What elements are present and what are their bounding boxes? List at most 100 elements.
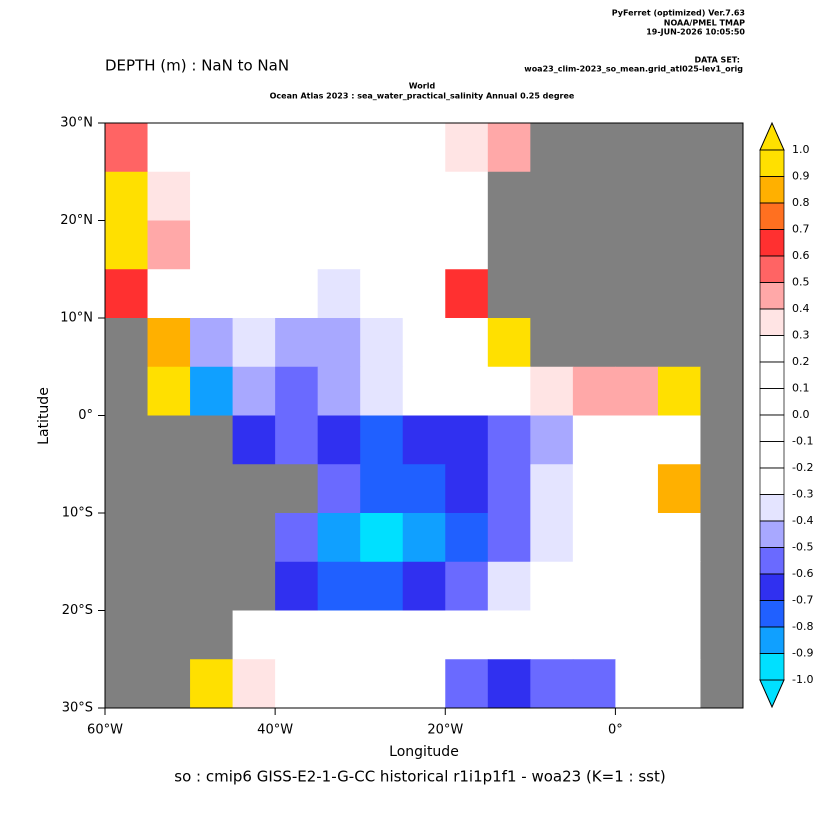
- land: [700, 464, 744, 514]
- land: [530, 269, 574, 319]
- cell: [530, 464, 574, 514]
- cell: [657, 610, 701, 660]
- cell: [317, 659, 361, 709]
- y-tick-label: 10°N: [60, 311, 93, 326]
- header-line: PyFerret (optimized) Ver.7.63: [612, 9, 745, 18]
- cell: [232, 318, 276, 368]
- land: [572, 123, 616, 173]
- chart-subtitle: Ocean Atlas 2023 : sea_water_practical_s…: [270, 92, 575, 101]
- cell: [445, 318, 489, 368]
- colorbar-label: 0.0: [792, 408, 810, 421]
- colorbar-bin: [759, 202, 785, 230]
- cell: [487, 513, 531, 563]
- cell: [615, 513, 659, 563]
- cell: [572, 659, 616, 709]
- cell: [190, 318, 234, 368]
- colorbar-bin: [759, 388, 785, 416]
- land: [572, 220, 616, 270]
- y-tick-label: 30°S: [62, 701, 93, 716]
- land: [657, 269, 701, 319]
- land: [105, 513, 149, 563]
- cell: [232, 610, 276, 660]
- cell: [445, 464, 489, 514]
- cell: [530, 659, 574, 709]
- cell: [232, 171, 276, 221]
- cell: [147, 171, 191, 221]
- colorbar-label: -0.2: [792, 461, 813, 474]
- cell: [360, 415, 404, 465]
- land: [232, 513, 276, 563]
- land: [530, 318, 574, 368]
- cell: [657, 561, 701, 611]
- cell: [147, 366, 191, 416]
- land: [615, 123, 659, 173]
- colorbar-label: 0.1: [792, 382, 810, 395]
- land: [530, 171, 574, 221]
- cell: [275, 610, 319, 660]
- cell: [317, 415, 361, 465]
- colorbar-bin: [759, 229, 785, 257]
- cell: [402, 513, 446, 563]
- land: [487, 171, 531, 221]
- depth-label: DEPTH (m) : NaN to NaN: [105, 57, 289, 75]
- land: [530, 220, 574, 270]
- cell: [402, 561, 446, 611]
- y-axis-label: Latitude: [36, 387, 52, 445]
- x-tick-label: 60°W: [87, 723, 123, 738]
- cell: [275, 220, 319, 270]
- cell: [657, 513, 701, 563]
- cell: [317, 269, 361, 319]
- cell: [615, 415, 659, 465]
- land: [615, 220, 659, 270]
- cell: [615, 561, 659, 611]
- colorbar-label: 0.3: [792, 329, 810, 342]
- land: [700, 220, 744, 270]
- x-axis-label: Longitude: [389, 744, 459, 760]
- land: [572, 318, 616, 368]
- cell: [275, 366, 319, 416]
- cell: [657, 366, 701, 416]
- cell: [190, 659, 234, 709]
- header-line: NOAA/PMEL TMAP: [664, 19, 745, 28]
- land: [657, 171, 701, 221]
- cell: [317, 220, 361, 270]
- land: [700, 171, 744, 221]
- cell: [317, 561, 361, 611]
- cell: [317, 513, 361, 563]
- land: [190, 513, 234, 563]
- land: [615, 318, 659, 368]
- land: [700, 318, 744, 368]
- cell: [275, 123, 319, 173]
- land: [147, 610, 191, 660]
- land: [147, 415, 191, 465]
- land: [147, 659, 191, 709]
- cell: [147, 220, 191, 270]
- cell: [360, 366, 404, 416]
- cell: [402, 464, 446, 514]
- y-tick-label: 20°S: [62, 603, 93, 618]
- colorbar-label: 0.2: [792, 355, 810, 368]
- cell: [402, 659, 446, 709]
- cell: [572, 366, 616, 416]
- cell: [402, 610, 446, 660]
- cell: [105, 269, 149, 319]
- cell: [487, 610, 531, 660]
- cell: [615, 659, 659, 709]
- colorbar-bin: [759, 282, 785, 310]
- cell: [445, 171, 489, 221]
- cell: [360, 318, 404, 368]
- cell: [360, 269, 404, 319]
- cell: [105, 220, 149, 270]
- cell: [487, 561, 531, 611]
- x-tick-label: 0°: [608, 723, 623, 738]
- land: [147, 561, 191, 611]
- land: [232, 561, 276, 611]
- land: [700, 269, 744, 319]
- cell: [572, 415, 616, 465]
- cell: [232, 366, 276, 416]
- colorbar-label: -0.1: [792, 435, 813, 448]
- colorbar-label: 0.7: [792, 223, 810, 236]
- cell: [105, 171, 149, 221]
- cell: [572, 610, 616, 660]
- cell: [190, 366, 234, 416]
